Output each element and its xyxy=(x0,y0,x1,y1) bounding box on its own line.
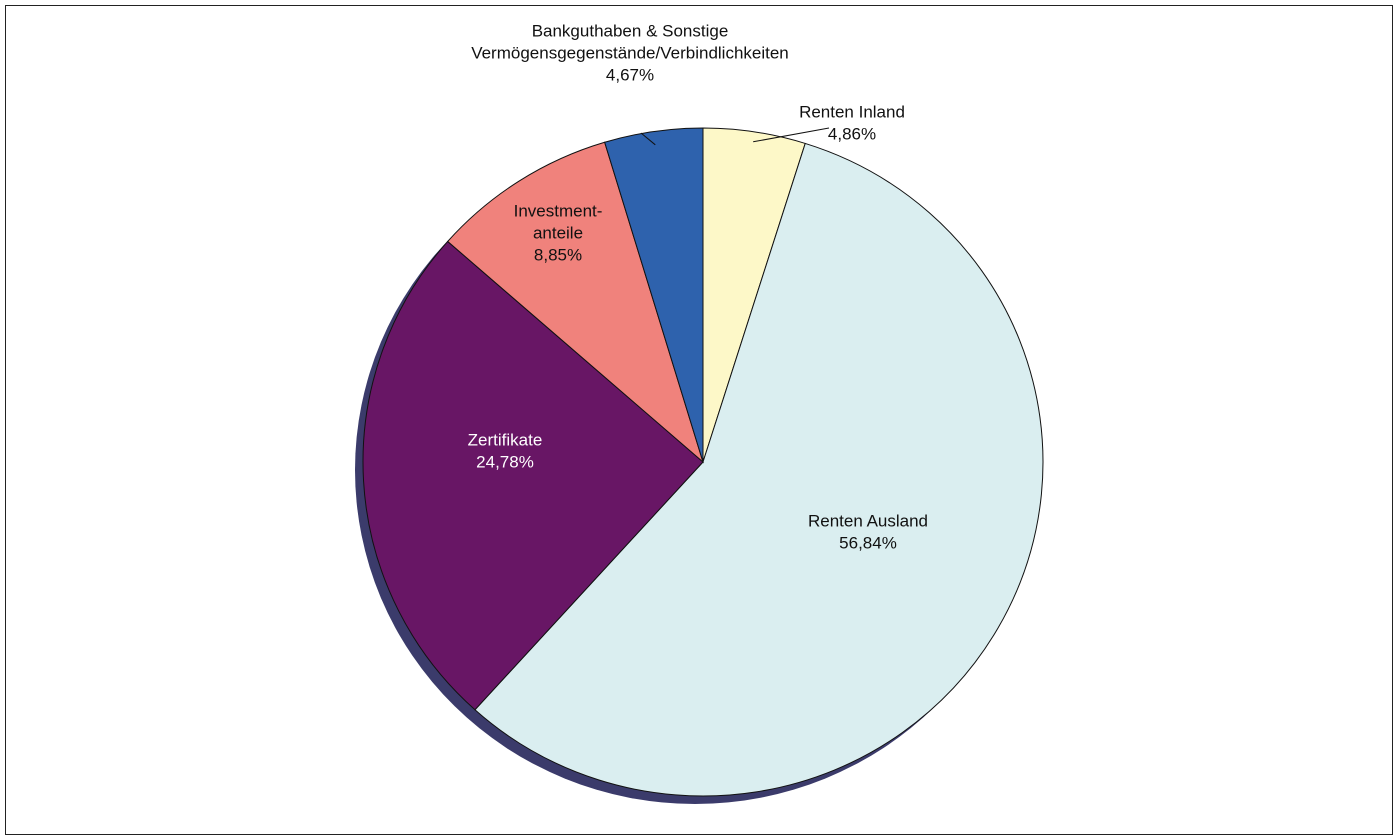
pie-value-label: 56,84% xyxy=(839,533,897,552)
pie-category-label: Bankguthaben & Sonstige xyxy=(532,21,729,40)
pie-label-renten-inland: Renten Inland 4,86% xyxy=(799,102,905,143)
pie-value-label: 4,67% xyxy=(606,65,654,84)
pie-label-zertifikate: Zertifikate 24,78% xyxy=(468,430,543,471)
pie-slice-bankguthaben-sonstige-verm-gensgegenst-nde-verbindlichkeiten xyxy=(604,127,704,463)
pie-category-label: Investment- xyxy=(514,201,603,220)
pie-label-renten-ausland: Renten Ausland 56,84% xyxy=(808,511,928,552)
pie-slice-zertifikate xyxy=(362,240,704,711)
pie-category-label: anteile xyxy=(533,223,583,242)
pie-category-label: Vermögensgegenstände/Verbindlichkeiten xyxy=(471,43,789,62)
pie-value-label: 8,85% xyxy=(534,245,582,264)
pie-category-label: Renten Inland xyxy=(799,102,905,121)
pie-labels: Renten Inland 4,86% Renten Ausland 56,84% Ze… xyxy=(468,21,928,552)
pie-category-label: Renten Ausland xyxy=(808,511,928,530)
pie-value-label: 24,78% xyxy=(476,452,534,471)
pie-slice-renten-ausland xyxy=(474,142,1044,797)
pie-slice-investment-anteile xyxy=(446,141,704,464)
pie-slices xyxy=(362,127,1044,797)
pie-label-bankguthaben-sonstige-verm-gensgegenst-nde-verbindlichkeiten: Bankguthaben & Sonstige Vermögensgegenstä… xyxy=(471,21,789,84)
pie-category-label: Zertifikate xyxy=(468,430,543,449)
pie-value-label: 4,86% xyxy=(828,124,876,143)
pie-label-investment-anteile: Investment-anteile 8,85% xyxy=(514,201,603,264)
leader-line-renten-inland xyxy=(753,127,830,143)
leader-line-bankguthaben-sonstige-verm-gensgegenst-nde-verbindlichkeiten xyxy=(640,132,656,146)
pie-leaders xyxy=(640,127,830,146)
